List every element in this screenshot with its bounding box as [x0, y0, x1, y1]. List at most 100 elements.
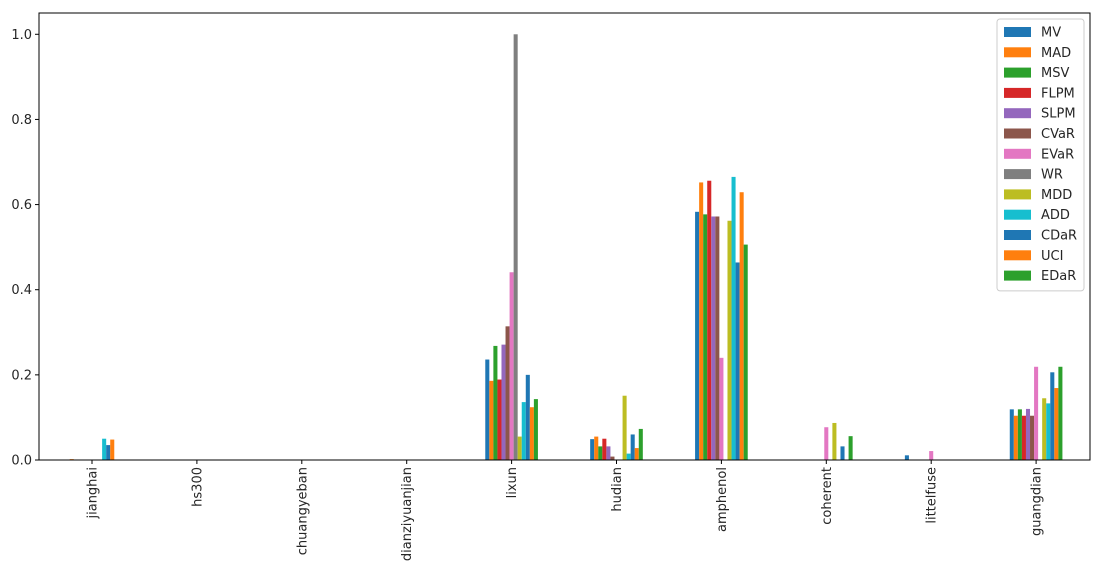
- legend-label-cvar: CVaR: [1041, 127, 1075, 142]
- legend-swatch-slpm: [1004, 108, 1031, 119]
- bar-edar-guangdian: [1058, 366, 1063, 460]
- x-tick-label: lixun: [505, 467, 520, 498]
- legend-swatch-mad: [1004, 47, 1031, 58]
- bars-layer: [69, 34, 1063, 461]
- legend-label-uci: UCI: [1041, 249, 1063, 264]
- bar-evar-coherent: [824, 427, 829, 460]
- bar-cvar-lixun: [505, 326, 510, 460]
- x-tick-label: chuangyeban: [295, 467, 310, 555]
- y-tick-label: 0.4: [11, 283, 32, 298]
- bar-msv-lixun: [493, 345, 498, 460]
- bar-edar-hudian: [638, 428, 643, 460]
- bar-mv-littelfuse: [904, 455, 909, 460]
- legend-swatch-cvar: [1004, 128, 1031, 139]
- y-tick-label: 0.6: [11, 198, 32, 213]
- legend-label-flpm: FLPM: [1041, 86, 1075, 101]
- bar-mad-lixun: [489, 380, 494, 460]
- legend-label-mv: MV: [1041, 26, 1061, 41]
- legend-swatch-mdd: [1004, 189, 1031, 200]
- legend-label-mdd: MDD: [1041, 188, 1072, 203]
- legend-swatch-uci: [1004, 250, 1031, 261]
- bar-msv-guangdian: [1017, 409, 1022, 460]
- bar-msv-amphenol: [703, 214, 708, 460]
- bar-slpm-hudian: [606, 446, 611, 460]
- bar-mad-amphenol: [699, 182, 704, 460]
- legend-swatch-evar: [1004, 148, 1031, 159]
- bar-mdd-lixun: [517, 436, 522, 460]
- bar-cdar-jianghai: [106, 445, 111, 460]
- bar-add-guangdian: [1046, 403, 1051, 460]
- bar-mv-amphenol: [695, 211, 700, 460]
- bar-add-jianghai: [102, 438, 107, 460]
- bar-cvar-guangdian: [1030, 415, 1035, 460]
- bar-uci-amphenol: [739, 192, 744, 461]
- bar-cvar-amphenol: [715, 216, 720, 460]
- bar-add-amphenol: [731, 176, 736, 460]
- x-tick-label: guangdian: [1030, 467, 1045, 536]
- legend-swatch-flpm: [1004, 87, 1031, 98]
- bar-slpm-amphenol: [711, 216, 716, 460]
- bar-cdar-lixun: [525, 374, 530, 460]
- bar-add-hudian: [626, 453, 631, 460]
- bar-add-lixun: [521, 402, 526, 460]
- bar-flpm-hudian: [602, 438, 607, 460]
- bar-mad-guangdian: [1013, 415, 1018, 460]
- bar-edar-amphenol: [743, 244, 748, 460]
- bar-wr-lixun: [513, 34, 518, 460]
- legend-swatch-mv: [1004, 27, 1031, 37]
- legend-label-msv: MSV: [1041, 66, 1069, 81]
- bar-uci-lixun: [529, 407, 534, 460]
- bar-mad-hudian: [594, 436, 599, 460]
- bar-evar-littelfuse: [929, 451, 934, 460]
- bar-uci-jianghai: [110, 439, 115, 460]
- bar-flpm-lixun: [497, 379, 502, 460]
- y-tick-label: 0.8: [11, 113, 32, 128]
- bar-cdar-coherent: [840, 446, 845, 460]
- bar-cdar-amphenol: [735, 262, 740, 460]
- legend-label-edar: EDaR: [1041, 269, 1076, 284]
- bar-cvar-hudian: [610, 456, 615, 460]
- x-tick-label: hudian: [610, 467, 625, 512]
- y-tick-label: 1.0: [11, 28, 32, 43]
- bar-uci-hudian: [634, 448, 639, 460]
- bar-cdar-hudian: [630, 434, 635, 460]
- legend-swatch-edar: [1004, 270, 1031, 281]
- bar-mdd-guangdian: [1042, 398, 1047, 460]
- bar-evar-guangdian: [1034, 366, 1039, 460]
- y-tick-label: 0.2: [11, 368, 32, 383]
- x-tick-label: hs300: [190, 467, 205, 507]
- legend-swatch-cdar: [1004, 230, 1031, 240]
- bar-uci-guangdian: [1054, 388, 1059, 460]
- bar-mv-lixun: [485, 359, 490, 460]
- legend-label-slpm: SLPM: [1041, 107, 1076, 122]
- bar-flpm-amphenol: [707, 180, 712, 461]
- bar-evar-lixun: [509, 272, 514, 460]
- legend-swatch-wr: [1004, 169, 1031, 180]
- y-tick-label: 0.0: [11, 454, 32, 469]
- legend-label-mad: MAD: [1041, 46, 1071, 61]
- legend-box: [996, 18, 1085, 292]
- x-tick-label: jianghai: [86, 467, 101, 520]
- legend-label-wr: WR: [1041, 168, 1063, 183]
- legend-swatch-add: [1004, 209, 1031, 220]
- legend-label-evar: EVaR: [1041, 147, 1074, 162]
- x-tick-label: amphenol: [715, 467, 730, 532]
- bar-cdar-guangdian: [1050, 372, 1055, 460]
- bar-mv-guangdian: [1009, 409, 1014, 460]
- bar-slpm-guangdian: [1025, 408, 1031, 460]
- bar-mdd-coherent: [832, 422, 837, 460]
- x-tick-label: coherent: [820, 467, 835, 525]
- legend-label-add: ADD: [1041, 208, 1070, 223]
- bar-mv-hudian: [590, 439, 595, 460]
- legend-swatch-msv: [1004, 67, 1031, 78]
- plot-frame: [38, 12, 1091, 461]
- legend: MV MAD MSV FLPM SLPM CVaR EVaR WR MDD ADD CDaR UCI E…: [996, 18, 1085, 292]
- x-tick-label: dianziyuanjian: [400, 467, 415, 561]
- bar-edar-lixun: [533, 399, 538, 460]
- bar-slpm-lixun: [501, 344, 506, 460]
- bar-msv-hudian: [598, 446, 603, 460]
- legend-label-cdar: CDaR: [1041, 229, 1077, 244]
- bar-flpm-guangdian: [1021, 415, 1026, 460]
